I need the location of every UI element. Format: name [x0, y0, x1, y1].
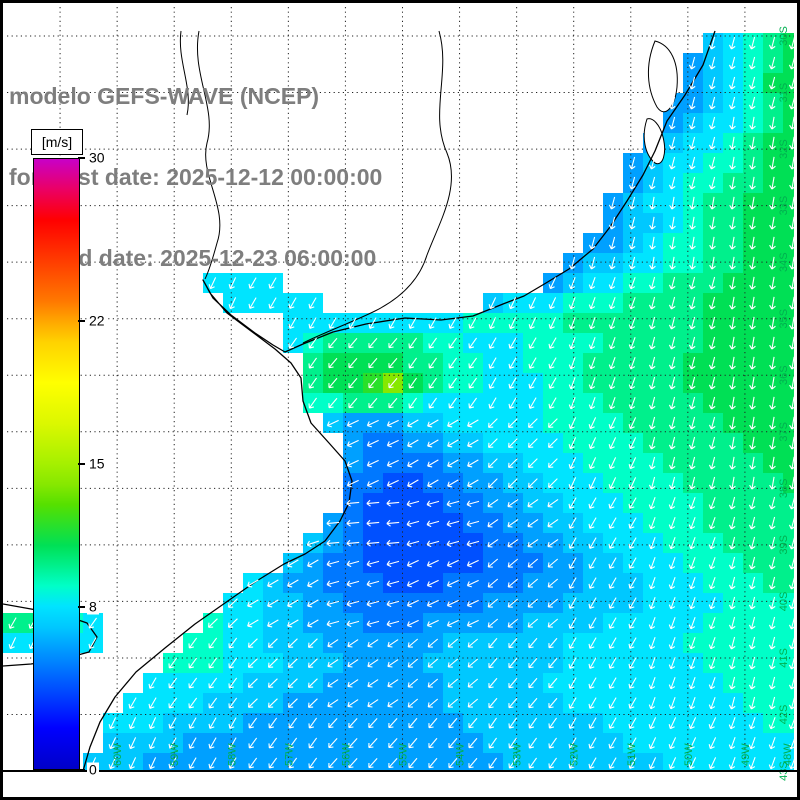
wave-model-map: 30S 31S 32S 33S 34S 35S 36S 37S 38S 39S 40S 41S 42S 4…	[3, 7, 797, 781]
colorbar-tick-mark	[78, 320, 85, 323]
svg-text:36S: 36S	[778, 365, 790, 385]
svg-text:34S: 34S	[778, 252, 790, 272]
svg-text:35S: 35S	[778, 309, 790, 329]
colorbar-tick-mark	[78, 605, 85, 608]
svg-text:58W: 58W	[226, 743, 238, 766]
svg-text:50W: 50W	[683, 743, 695, 766]
svg-text:52W: 52W	[569, 743, 581, 766]
svg-text:54W: 54W	[455, 743, 467, 766]
svg-text:38S: 38S	[778, 479, 790, 499]
svg-text:53W: 53W	[512, 743, 524, 766]
latitude-labels: 30S31S32S33S34S35S36S37S38S39S40S41S42S4…	[778, 26, 790, 781]
model-title: modelo GEFS-WAVE (NCEP)	[9, 83, 320, 109]
colorbar-tick-label: 8	[87, 598, 99, 615]
svg-text:39S: 39S	[778, 535, 790, 555]
svg-text:31S: 31S	[778, 83, 790, 103]
colorbar-tick-label: 15	[87, 455, 107, 472]
svg-text:30S: 30S	[778, 26, 790, 46]
gridlines-layer	[7, 7, 794, 772]
svg-text:60W: 60W	[112, 743, 124, 766]
svg-text:37S: 37S	[778, 422, 790, 442]
svg-text:41S: 41S	[778, 648, 790, 668]
svg-text:33S: 33S	[778, 196, 790, 216]
svg-text:57W: 57W	[283, 743, 295, 766]
svg-text:32S: 32S	[778, 139, 790, 159]
colorbar-tick-mark	[78, 463, 85, 465]
svg-text:48W: 48W	[782, 743, 794, 766]
svg-text:40S: 40S	[778, 592, 790, 612]
svg-text:42S: 42S	[778, 705, 790, 725]
wind-arrows-layer	[8, 36, 796, 770]
svg-text:55W: 55W	[397, 743, 409, 766]
valid-date: valid date: 2025-12-23 06:00:00	[40, 245, 377, 271]
colorbar-tick-mark	[78, 769, 85, 771]
map-title-block: modelo GEFS-WAVE (NCEP) forecast date: 2…	[9, 29, 382, 326]
longitude-labels: 61W60W59W58W57W56W55W54W53W52W51W50W49W4…	[55, 743, 794, 766]
colorbar-tick-label: 30	[87, 149, 107, 166]
colorbar	[33, 158, 80, 770]
colorbar-tick-label: 0	[87, 761, 99, 778]
svg-text:49W: 49W	[740, 743, 752, 766]
colorbar-tick-label: 22	[87, 312, 107, 329]
colorbar-unit-label: [m/s]	[31, 129, 83, 155]
svg-text:56W: 56W	[340, 743, 352, 766]
svg-text:59W: 59W	[169, 743, 181, 766]
svg-text:51W: 51W	[626, 743, 638, 766]
colorbar-tick-mark	[78, 157, 85, 159]
